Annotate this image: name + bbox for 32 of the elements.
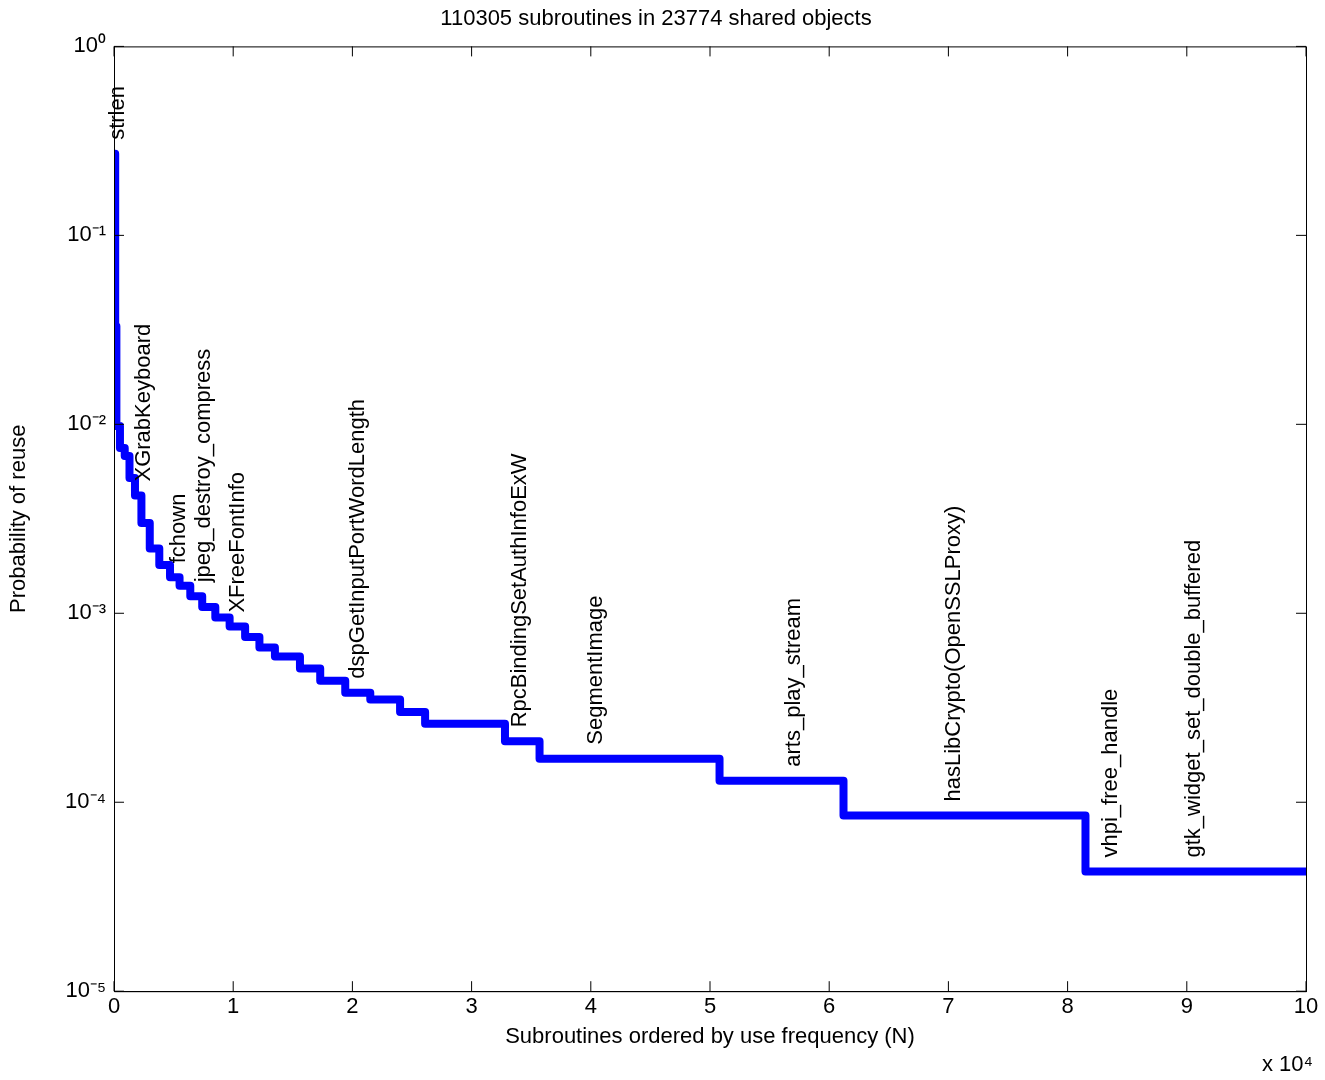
text: x 10⁴ (1261, 1051, 1313, 1077)
annotation: vhpi_free_handle (1097, 688, 1122, 858)
annotation: hasLibCrypto(OpenSSLProxy) (939, 505, 965, 802)
x-tick-label: 1 (227, 993, 240, 1019)
y-tick-label: 10⁻² (67, 410, 106, 436)
x-tick-label: 7 (942, 993, 955, 1019)
annotation: fchown (164, 493, 190, 564)
annotation: RpcBindingSetAuthInfoExW (505, 453, 531, 728)
x-tick-label: 8 (1061, 993, 1074, 1019)
annotation: SegmentImage (582, 595, 608, 745)
chart-title: 110305 subroutines in 23774 shared objects (440, 5, 872, 31)
y-tick-label: 10⁻¹ (67, 221, 106, 247)
annotation: gtk_widget_set_double_buffered (1180, 539, 1206, 858)
annotation: jpeg_destroy_compress (189, 348, 215, 584)
x-tick-label: 10 (1293, 993, 1319, 1019)
y-tick-label: 10⁻³ (67, 599, 106, 625)
annotation: dspGetInputPortWordLength (343, 399, 369, 679)
y-tick-label: 10⁻⁴ (65, 788, 106, 814)
annotation: arts_play_stream (779, 597, 805, 767)
x-tick-label: 6 (823, 993, 836, 1019)
y-tick-label: 10⁻⁵ (65, 977, 106, 1003)
x-tick-label: 3 (465, 993, 478, 1019)
annotation: XGrabKeyboard (130, 323, 156, 482)
y-tick-label: 10⁰ (73, 32, 106, 58)
x-tick-label: 9 (1180, 993, 1193, 1019)
x-tick-label: 5 (703, 993, 717, 1019)
annotation: XFreeFontInfo (224, 471, 250, 613)
y-axis-title: Probability of reuse (5, 424, 31, 613)
x-tick-label: 2 (346, 993, 359, 1019)
x-tick-label: 0 (107, 993, 121, 1019)
x-axis-title: Subroutines ordered by use frequency (N) (505, 1022, 915, 1048)
x-tick-label: 4 (584, 993, 597, 1019)
